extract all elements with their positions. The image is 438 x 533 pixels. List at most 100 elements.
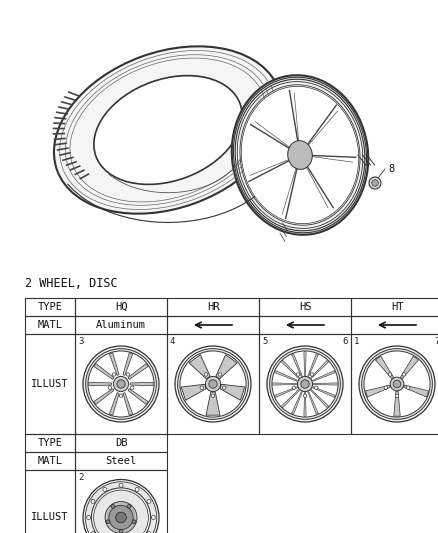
Circle shape [211,394,215,398]
Polygon shape [304,392,306,416]
Bar [75,470,167,533]
Circle shape [390,377,404,391]
Circle shape [126,373,130,376]
Bar [167,334,259,434]
Polygon shape [304,352,306,376]
Circle shape [218,373,222,376]
Circle shape [292,386,296,389]
Circle shape [83,480,159,533]
Polygon shape [292,392,302,414]
Circle shape [111,505,115,508]
Circle shape [108,386,112,389]
Text: ILLUST: ILLUST [31,379,69,389]
Polygon shape [308,392,318,414]
Circle shape [147,499,151,503]
Circle shape [402,373,406,376]
Circle shape [85,482,157,533]
Circle shape [406,386,410,389]
Text: TYPE: TYPE [38,302,63,312]
Polygon shape [275,370,297,381]
Circle shape [372,180,378,187]
Circle shape [103,488,107,491]
Circle shape [359,346,435,422]
Polygon shape [400,356,418,378]
Polygon shape [308,354,318,376]
Polygon shape [110,353,119,375]
Circle shape [117,380,125,388]
Circle shape [113,373,116,376]
Polygon shape [123,393,133,415]
Ellipse shape [232,75,368,235]
Circle shape [106,520,110,523]
Polygon shape [275,387,297,398]
Text: ILLUST: ILLUST [31,513,69,522]
Bar [25,316,75,334]
Text: HQ: HQ [115,302,127,312]
Circle shape [270,349,340,419]
Polygon shape [189,354,210,379]
Text: 7: 7 [434,337,438,346]
Ellipse shape [241,86,359,224]
Polygon shape [273,383,297,385]
Bar [167,316,259,334]
Ellipse shape [288,141,312,169]
Circle shape [147,532,151,533]
Circle shape [151,515,155,520]
Polygon shape [311,360,328,378]
Polygon shape [313,370,335,381]
Circle shape [91,499,95,503]
Polygon shape [365,385,390,397]
Circle shape [180,351,246,417]
Ellipse shape [54,46,282,214]
Ellipse shape [94,76,242,184]
Text: 4: 4 [170,337,175,346]
Bar [25,298,75,316]
Bar [259,298,351,316]
Bar [351,316,438,334]
Text: HT: HT [391,302,403,312]
Circle shape [395,394,399,398]
Bar [75,334,167,434]
Circle shape [209,380,217,388]
Polygon shape [89,382,112,386]
Circle shape [384,386,388,389]
Circle shape [109,505,133,530]
Text: Aluminum: Aluminum [96,320,146,330]
Bar [25,470,75,533]
Polygon shape [394,392,400,416]
Circle shape [297,376,313,392]
Bar [351,298,438,316]
Bar [75,434,167,452]
Circle shape [87,515,91,520]
Polygon shape [375,356,393,378]
Circle shape [267,346,343,422]
Text: 2: 2 [78,473,83,482]
Polygon shape [281,390,300,408]
Circle shape [131,386,134,389]
Circle shape [364,351,430,417]
Circle shape [310,373,314,376]
Polygon shape [216,354,237,379]
Text: Steel: Steel [106,456,137,466]
Circle shape [369,177,381,189]
Circle shape [175,346,251,422]
Bar [259,316,351,334]
Text: 5: 5 [262,337,267,346]
Circle shape [178,349,248,419]
Text: 8: 8 [388,164,394,174]
Circle shape [272,351,338,417]
Circle shape [389,373,392,376]
Bar [167,298,259,316]
Text: 1: 1 [354,337,359,346]
Circle shape [119,394,123,398]
Circle shape [223,386,226,389]
Circle shape [116,512,126,523]
Polygon shape [94,389,114,405]
Circle shape [205,373,208,376]
Circle shape [314,386,318,389]
Circle shape [119,529,123,533]
Text: DB: DB [115,438,127,448]
Polygon shape [313,383,337,385]
Circle shape [303,394,307,398]
Polygon shape [128,389,148,405]
